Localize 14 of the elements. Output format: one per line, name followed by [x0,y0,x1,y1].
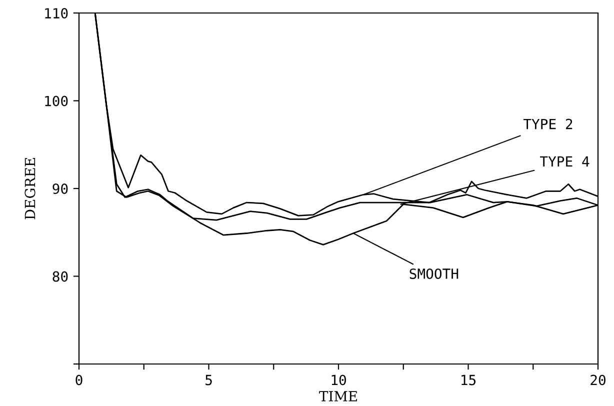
y-tick-label: 100 [45,96,68,106]
annotation: TYPE 2 [523,118,572,130]
x-tick-label: 10 [332,374,346,386]
x-axis-title: TIME [319,391,357,402]
y-tick-label: 110 [45,8,68,19]
annotation: TYPE 4 [540,156,590,166]
x-tick-label: 5 [206,374,212,386]
y-tick-label: 80 [52,271,68,282]
x-tick-label: 0 [76,374,82,386]
y-tick-label: 90 [52,184,68,194]
y-axis-title: DEGREE [24,158,36,220]
x-tick-label: 20 [590,374,606,386]
x-tick-label: 15 [462,374,476,386]
annotation: SMOOTH [410,268,458,279]
